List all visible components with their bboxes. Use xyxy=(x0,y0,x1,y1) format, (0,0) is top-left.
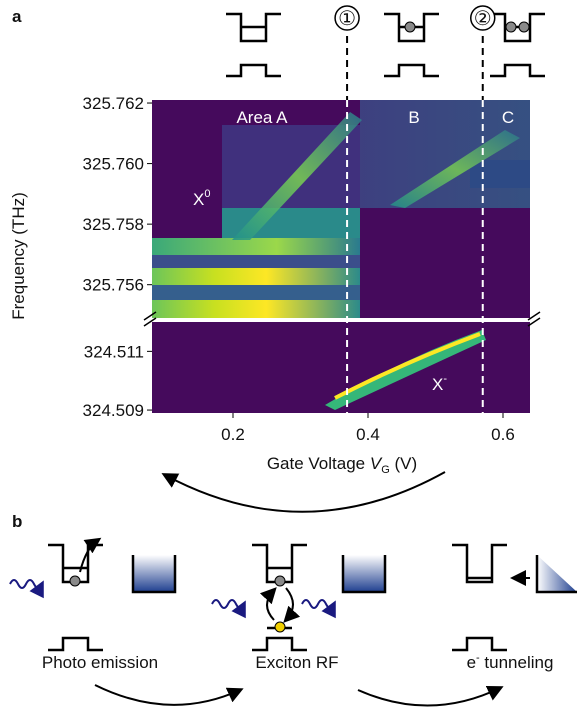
caption: Photo emission xyxy=(42,653,158,672)
x-axis-label: (V) xyxy=(390,454,417,473)
x-axis-label: G xyxy=(381,464,390,476)
y-tick-label: 325.760 xyxy=(83,155,144,174)
x-axis-label: V xyxy=(370,454,383,473)
y-tick-label: 325.756 xyxy=(83,276,144,295)
caption: - xyxy=(476,652,480,664)
axes: 325.762 325.760 325.758 325.756 324.511 324.5… xyxy=(83,5,515,444)
y-tick-label: 324.511 xyxy=(84,342,144,361)
x-tick-label: 0.4 xyxy=(356,425,380,444)
annotation: X xyxy=(193,190,204,209)
annotation: X0 xyxy=(193,188,210,209)
state-marker: ② xyxy=(474,8,492,30)
annotation: Area A xyxy=(236,108,288,127)
annotation: 0 xyxy=(204,188,210,200)
y-tick-label: 325.762 xyxy=(83,94,144,113)
annotation: X- xyxy=(432,373,447,394)
state-marker-ring xyxy=(470,5,496,31)
x-axis-label: Gate Voltage xyxy=(267,454,370,473)
y-tick-label: 324.509 xyxy=(83,401,144,420)
level-schematics xyxy=(226,12,545,78)
state-marker-ring xyxy=(334,5,360,31)
heatmap xyxy=(140,100,545,413)
caption: e- tunneling xyxy=(467,652,554,672)
x-tick-label: 0.6 xyxy=(491,425,515,444)
panel-label: a xyxy=(12,7,22,26)
annotation: X xyxy=(432,375,443,394)
x-tick-label: 0.2 xyxy=(221,425,245,444)
caption: Exciton RF xyxy=(255,653,338,672)
caption: e xyxy=(467,653,476,672)
y-tick-label: 325.758 xyxy=(83,215,144,234)
panel-label: b xyxy=(12,512,22,531)
annotation: C xyxy=(502,108,514,127)
annotation: B xyxy=(408,108,419,127)
process-schematic xyxy=(9,471,577,707)
state-marker: ① xyxy=(338,8,356,30)
caption: tunneling xyxy=(480,653,554,672)
annotation: - xyxy=(443,373,447,385)
x-axis-label: Gate Voltage VG (V) xyxy=(267,454,417,476)
y-axis-label: Frequency (THz) xyxy=(9,192,28,320)
